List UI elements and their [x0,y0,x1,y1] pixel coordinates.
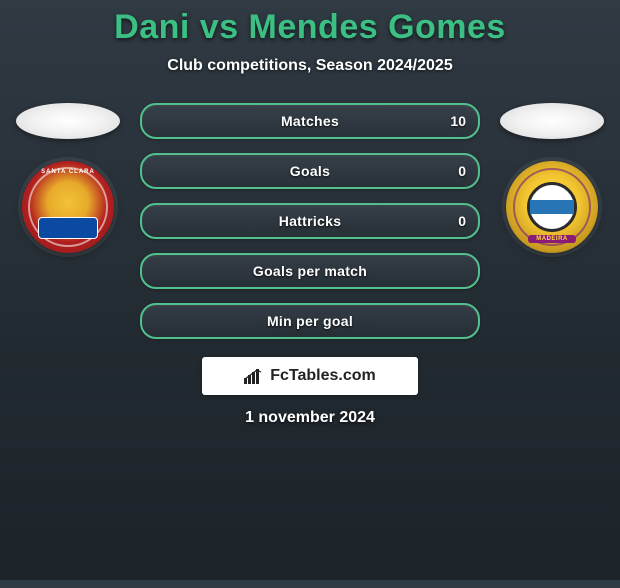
stat-row-goals: Goals 0 [140,153,480,189]
page-title: Dani vs Mendes Gomes [0,8,620,47]
comparison-block: SANTA CLARA AÇORES Matches 10 Goals 0 Ha… [0,103,620,339]
stat-row-hattricks: Hattricks 0 [140,203,480,239]
club-badge-left-bottom-text: AÇORES [50,231,86,238]
page-subtitle: Club competitions, Season 2024/2025 [0,57,620,75]
right-side: MADEIRA [492,103,612,253]
page-date: 1 november 2024 [0,409,620,427]
player-silhouette-right [500,103,604,139]
stat-right-value: 0 [458,163,466,179]
stat-label: Goals per match [253,263,367,279]
stat-label: Hattricks [279,213,342,229]
club-badge-right: MADEIRA [506,161,598,253]
club-badge-right-bottom-text: MADEIRA [528,235,576,243]
club-badge-left: SANTA CLARA AÇORES [22,161,114,253]
watermark-text: FcTables.com [270,367,376,385]
left-side: SANTA CLARA AÇORES [8,103,128,253]
stat-label: Min per goal [267,313,353,329]
stat-row-min-per-goal: Min per goal [140,303,480,339]
watermark: FcTables.com [202,357,418,395]
stat-label: Matches [281,113,339,129]
stat-bars: Matches 10 Goals 0 Hattricks 0 Goals per… [140,103,480,339]
player-silhouette-left [16,103,120,139]
stat-right-value: 10 [450,113,466,129]
stat-row-goals-per-match: Goals per match [140,253,480,289]
stat-row-matches: Matches 10 [140,103,480,139]
stat-label: Goals [290,163,330,179]
club-badge-right-inner [527,182,577,232]
bar-chart-icon [244,368,264,384]
club-badge-left-top-text: SANTA CLARA [41,169,95,175]
stat-right-value: 0 [458,213,466,229]
